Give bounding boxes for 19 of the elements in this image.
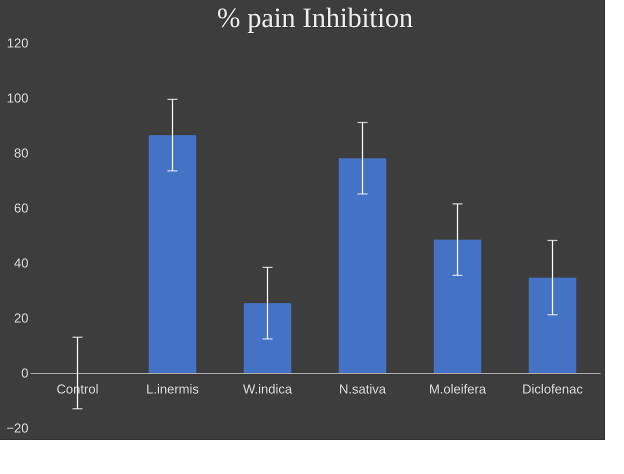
bar [148, 135, 196, 373]
bar [528, 278, 576, 373]
x-tick-label: N.sativa [339, 382, 387, 396]
bar [244, 303, 292, 373]
x-tick-label: M.oleifera [428, 382, 487, 396]
y-tick-label: 100 [6, 90, 28, 106]
x-tick-label: L.inermis [146, 382, 200, 396]
chart-title: % pain Inhibition [217, 3, 413, 34]
y-tick-label: 60 [14, 200, 28, 216]
x-tick-label: Diclofenac [522, 382, 584, 396]
y-tick-label: 120 [6, 36, 28, 50]
y-tick-label: 0 [21, 366, 28, 380]
x-tick-label: W.indica [242, 382, 293, 396]
y-tick-label: 20 [14, 310, 28, 326]
y-tick-label: −20 [6, 420, 28, 436]
y-tick-label: 40 [14, 256, 28, 270]
bar [338, 158, 386, 373]
bar [434, 240, 482, 373]
y-tick-label: 80 [14, 146, 28, 160]
